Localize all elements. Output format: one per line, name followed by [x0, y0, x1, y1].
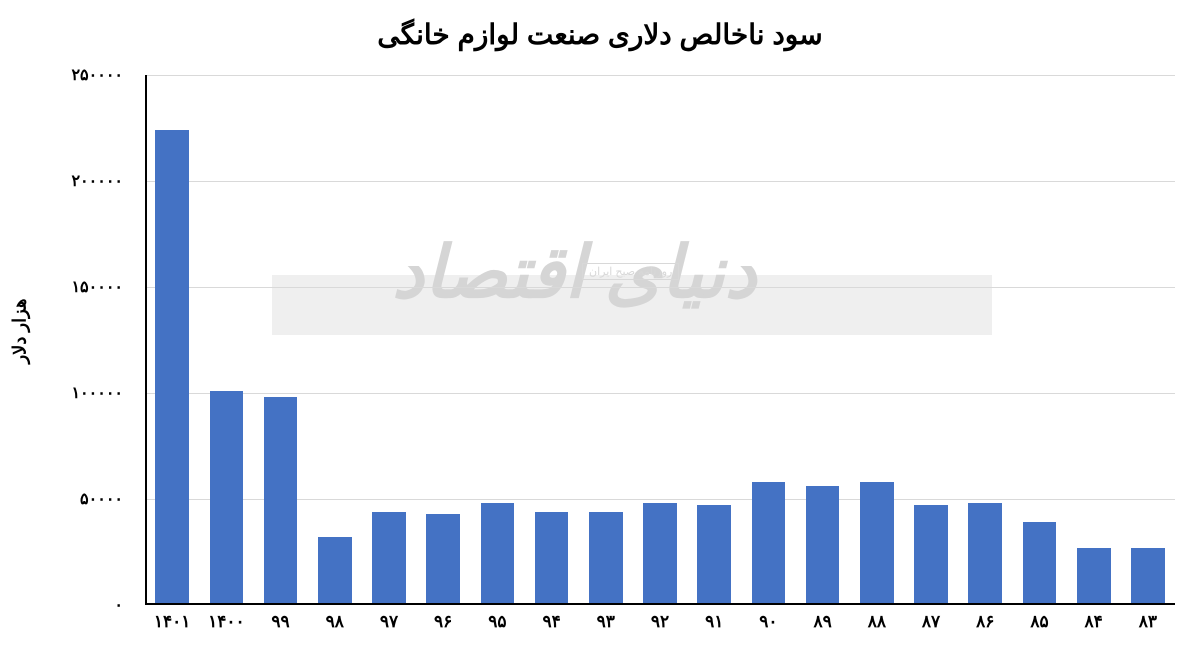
bar	[372, 512, 406, 603]
x-tick-label: ۱۴۰۱	[154, 612, 191, 632]
chart-title: سود ناخالص دلاری صنعت لوازم خانگی	[0, 0, 1200, 51]
x-tick-label: ۹۹	[271, 612, 289, 632]
x-tick-label: ۸۸	[868, 612, 886, 632]
y-tick-label: ۱۰۰۰۰۰	[71, 383, 123, 403]
bars-group	[147, 75, 1175, 603]
y-tick-label: ۰	[114, 595, 123, 615]
y-axis-label: هزار دلار	[10, 298, 31, 363]
y-tick-label: ۲۰۰۰۰۰	[71, 171, 123, 191]
x-tick-label: ۹۳	[597, 612, 615, 632]
plot-area: دنیای اقتصاد روزنامه صبح ایران	[145, 75, 1175, 605]
bar	[210, 391, 244, 603]
x-tick-label: ۹۰	[759, 612, 777, 632]
bar	[426, 514, 460, 603]
bar	[968, 503, 1002, 603]
x-tick-label: ۹۸	[326, 612, 344, 632]
x-tick-label: ۸۹	[814, 612, 832, 632]
bar	[643, 503, 677, 603]
x-tick-label: ۹۲	[651, 612, 669, 632]
bar	[806, 486, 840, 603]
y-tick-label: ۱۵۰۰۰۰	[71, 277, 123, 297]
x-tick-label: ۹۷	[380, 612, 398, 632]
bar	[752, 482, 786, 603]
x-tick-label: ۹۶	[434, 612, 452, 632]
x-tick-label: ۸۶	[976, 612, 994, 632]
x-axis-ticks: ۸۳ ۸۴ ۸۵ ۸۶ ۸۷ ۸۸ ۸۹ ۹۰ ۹۱ ۹۲ ۹۳ ۹۴ ۹۵ ۹۶ ۹۷ ۹۸ ۹۹ ۱۴۰۰ ۱۴…	[145, 612, 1175, 652]
chart-container: سود ناخالص دلاری صنعت لوازم خانگی هزار د…	[0, 0, 1200, 661]
bar	[914, 505, 948, 603]
bar	[318, 537, 352, 603]
bar	[535, 512, 569, 603]
y-tick-label: ۵۰۰۰۰	[80, 489, 123, 509]
bar	[697, 505, 731, 603]
bar	[481, 503, 515, 603]
x-tick-label: ۸۵	[1030, 612, 1048, 632]
bar	[860, 482, 894, 603]
bar	[1131, 548, 1165, 603]
x-tick-label: ۸۴	[1085, 612, 1103, 632]
bar	[155, 130, 189, 603]
x-tick-label: ۹۴	[542, 612, 560, 632]
bar	[589, 512, 623, 603]
y-tick-label: ۲۵۰۰۰۰	[71, 65, 123, 85]
x-tick-label: ۹۱	[705, 612, 723, 632]
bar	[1023, 522, 1057, 603]
bar	[1077, 548, 1111, 603]
x-tick-label: ۸۷	[922, 612, 940, 632]
x-tick-label: ۹۵	[488, 612, 506, 632]
x-tick-label: ۱۴۰۰	[208, 612, 245, 632]
y-axis-ticks: ۰۵۰۰۰۰۱۰۰۰۰۰۱۵۰۰۰۰۲۰۰۰۰۰۲۵۰۰۰۰	[45, 75, 135, 605]
bar	[264, 397, 298, 603]
x-tick-label: ۸۳	[1139, 612, 1157, 632]
